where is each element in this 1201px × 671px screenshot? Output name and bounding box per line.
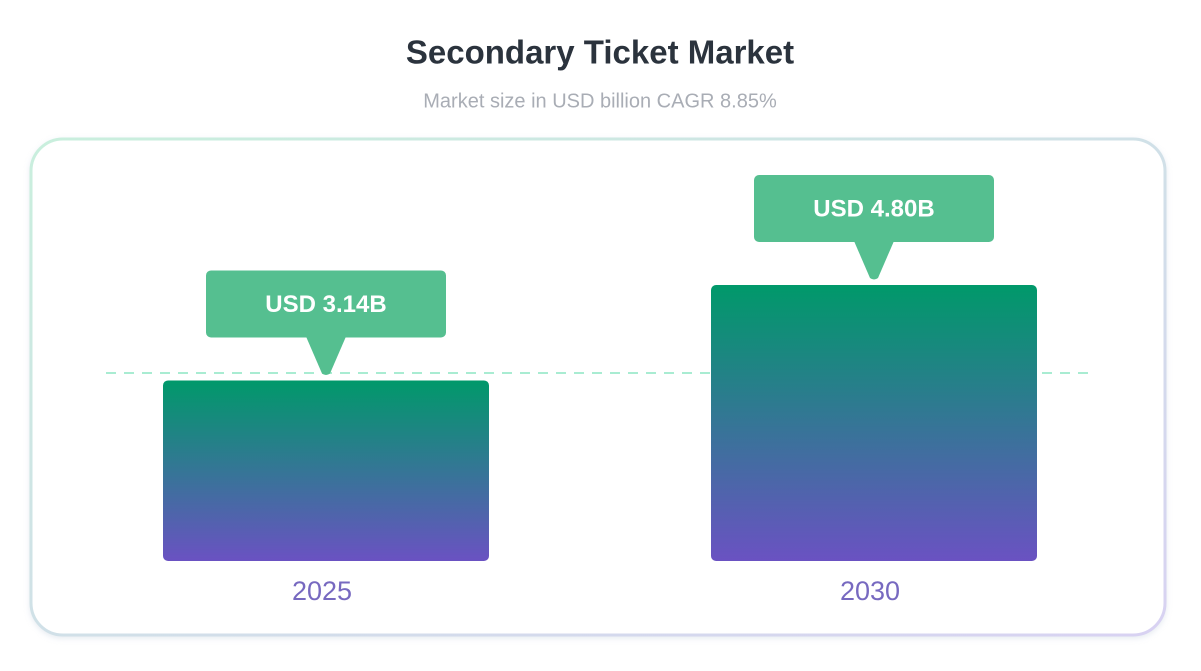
value-label: USD 3.14B xyxy=(265,291,386,318)
callout-pointer xyxy=(306,336,346,375)
value-callout xyxy=(206,270,446,338)
x-tick-label: 2025 xyxy=(292,576,352,606)
bar xyxy=(163,380,489,561)
x-tick-label: 2030 xyxy=(840,576,900,606)
value-label: USD 4.80B xyxy=(813,195,934,222)
chart-subtitle: Market size in USD billion CAGR 8.85% xyxy=(423,90,777,112)
chart-title: Secondary Ticket Market xyxy=(406,34,794,71)
bar xyxy=(711,285,1037,561)
value-callout xyxy=(754,175,994,242)
callout-pointer xyxy=(854,241,894,280)
